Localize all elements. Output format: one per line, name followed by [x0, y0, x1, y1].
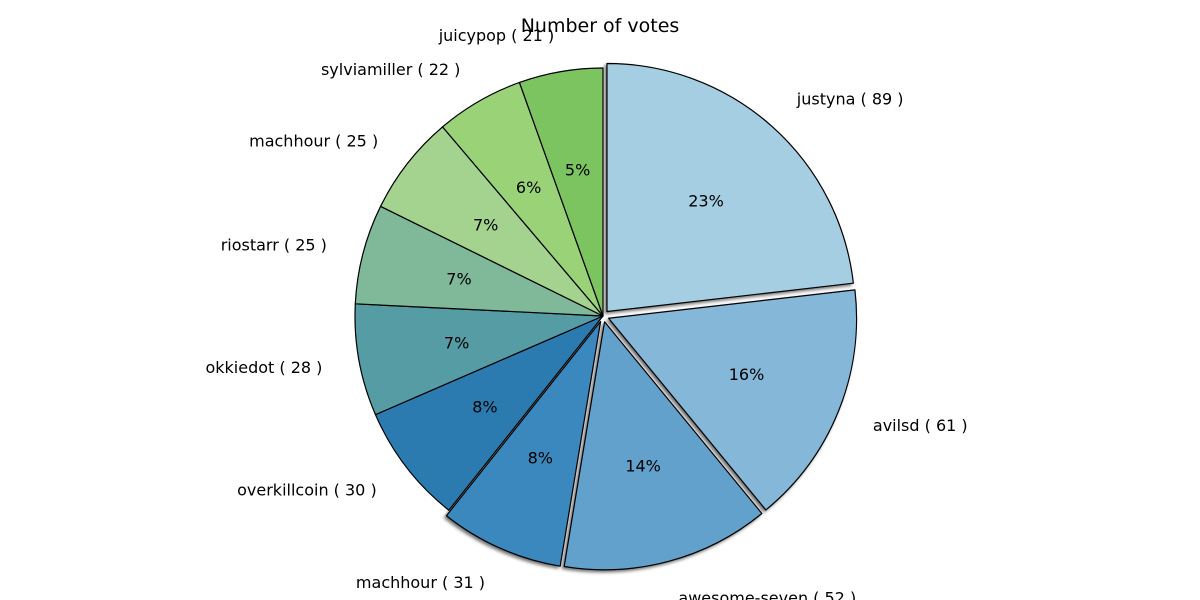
pie-percent-label: 6%: [516, 178, 541, 197]
pie-slice-label: avilsd ( 61 ): [873, 416, 968, 435]
pie-percent-labels: 23% 16% 14% 8% 8% 7% 7% 7% 6% 5%: [444, 160, 764, 475]
pie-slices: [354, 62, 858, 571]
pie-slice-juicypop: [518, 67, 604, 317]
pie-slice-avilsd: [607, 289, 858, 511]
chart-title: Number of votes: [521, 15, 680, 37]
pie-slice-label: overkillcoin ( 30 ): [237, 481, 377, 500]
pie-slice-awesome-seven: [563, 321, 763, 571]
pie-slice-overkillcoin: [374, 315, 604, 511]
pie-slice-labels: justyna ( 89 ) avilsd ( 61 ) awesome-seven…: [205, 26, 967, 600]
pie-slice-okkiedot: [354, 303, 604, 416]
pie-slice-machhour: [445, 320, 602, 567]
pie-slice-label: machhour ( 31 ): [356, 573, 485, 592]
pie-slice-label: juicypop ( 21 ): [438, 26, 555, 45]
pie-slice-label: okkiedot ( 28 ): [205, 358, 322, 377]
pie-slice-justyna: [606, 62, 854, 313]
pie-percent-label: 23%: [688, 192, 724, 211]
pie-percent-label: 7%: [473, 216, 498, 235]
pie-percent-label: 7%: [444, 334, 469, 353]
pie-percent-label: 16%: [729, 365, 765, 384]
pie-slice-label: machhour ( 25 ): [249, 132, 378, 151]
pie-slice-label: sylviamiller ( 22 ): [321, 60, 460, 79]
pie-percent-label: 8%: [472, 398, 497, 417]
pie-slice-label: justyna ( 89 ): [796, 90, 904, 109]
pie-percent-label: 8%: [528, 449, 553, 468]
pie-percent-label: 14%: [625, 457, 661, 476]
pie-percent-label: 5%: [565, 160, 590, 179]
pie-percent-label: 7%: [446, 270, 471, 289]
pie-slice-label: awesome-seven ( 52 ): [678, 588, 856, 600]
pie-slice-label: riostarr ( 25 ): [221, 235, 327, 254]
